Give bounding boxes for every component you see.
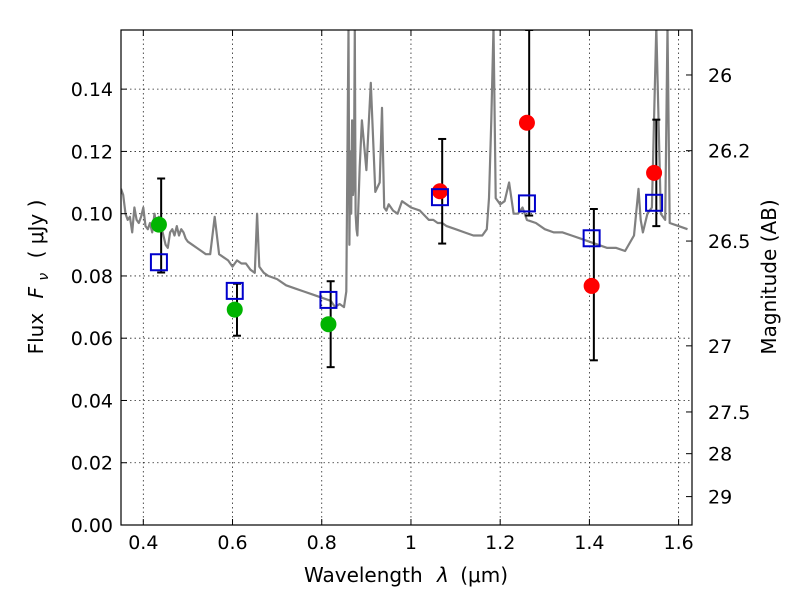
model-square-marker [517,194,536,213]
red-data-point [583,277,600,294]
y-tick-label: 0.12 [71,141,113,163]
mag-tick-label: 26.5 [708,231,750,253]
x-axis-label-unit: (μm) [460,563,508,587]
spectrum-layer [121,30,688,309]
y-tick-label: 0.00 [71,515,113,537]
x-axis-label-symbol: λ [436,563,449,587]
green-data-point [320,316,337,333]
mag-tick-label: 29 [708,487,732,509]
y-axis-label-unit: ( μJy ) [24,200,48,259]
mag-tick-label: 27.5 [708,402,750,424]
marker-layer [149,114,664,333]
y-tick-label: 0.04 [71,390,113,412]
plot-frame [120,29,693,526]
x-tick-label: 0.8 [307,532,337,554]
x-axis-label-text: Wavelength [304,563,423,587]
green-data-point [150,216,167,233]
y2-axis-label: Magnitude (AB) [757,199,781,354]
model-square-marker [582,229,601,248]
x-tick-label: 0.4 [128,532,158,554]
mag-tick-label: 27 [708,336,732,358]
y-axis-label-subscript: ν [36,273,52,281]
x-tick-label: 1 [405,532,417,554]
model-square-marker [645,193,664,212]
red-data-point [646,164,663,181]
y-axis-label-text: Flux [24,313,48,355]
x-tick-label: 1.2 [485,532,515,554]
red-data-point [431,183,448,200]
mag-tick-label: 26.2 [708,141,750,163]
y-tick-label: 0.08 [71,266,113,288]
y-tick-label: 0.02 [71,453,113,475]
y-tick-label: 0.06 [71,328,113,350]
x-tick-label: 1.4 [574,532,604,554]
model-square-marker [149,253,168,272]
model-square-marker [430,188,449,207]
y-tick-label: 0.10 [71,204,113,226]
green-data-point [226,301,243,318]
mag-tick-label: 26 [708,65,732,87]
x-tick-label: 0.6 [217,532,247,554]
red-data-point [518,114,535,131]
spectrum-line [121,30,688,309]
x-tick-label: 1.6 [664,532,694,554]
y-axis-label-symbol: F [24,286,48,298]
y-tick-label: 0.14 [71,79,113,101]
x-axis-label: Wavelength λ (μm) [304,563,508,587]
model-square-marker [225,281,244,300]
model-square-marker [319,290,338,309]
y-axis-label: Flux F ν ( μJy ) [24,200,53,355]
grid [121,30,692,525]
tick-layer: 0.4 0.6 0.8 1 1.2 1.4 1.6 0.00 0.02 0.04 0.06 0.08 0… [71,30,750,554]
mag-tick-label: 28 [708,444,732,466]
